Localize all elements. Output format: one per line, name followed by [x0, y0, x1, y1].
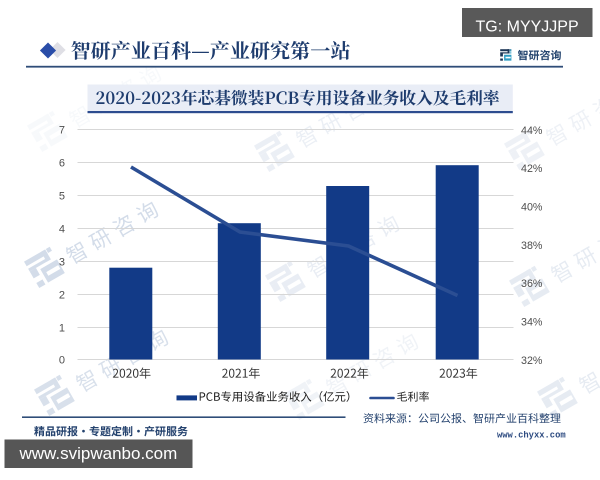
svg-text:7: 7: [59, 124, 65, 136]
svg-text:36%: 36%: [521, 278, 543, 290]
svg-text:0: 0: [59, 354, 65, 366]
svg-text:www.svipwanbo.com: www.svipwanbo.com: [19, 444, 178, 463]
svg-text:40%: 40%: [521, 202, 543, 214]
svg-text:34%: 34%: [521, 316, 543, 328]
svg-text:44%: 44%: [521, 125, 543, 137]
svg-text:38%: 38%: [521, 240, 543, 252]
svg-text:6: 6: [59, 157, 65, 169]
svg-text:4: 4: [59, 223, 65, 235]
svg-text:1: 1: [59, 322, 65, 334]
svg-text:5: 5: [59, 190, 65, 202]
svg-text:3: 3: [59, 256, 65, 268]
svg-text:TG: MYYJJPP: TG: MYYJJPP: [476, 19, 579, 36]
svg-text:32%: 32%: [521, 355, 543, 367]
svg-text:2: 2: [59, 289, 65, 301]
svg-text:www.chyxx.com: www.chyxx.com: [497, 431, 566, 441]
svg-text:42%: 42%: [521, 163, 543, 175]
